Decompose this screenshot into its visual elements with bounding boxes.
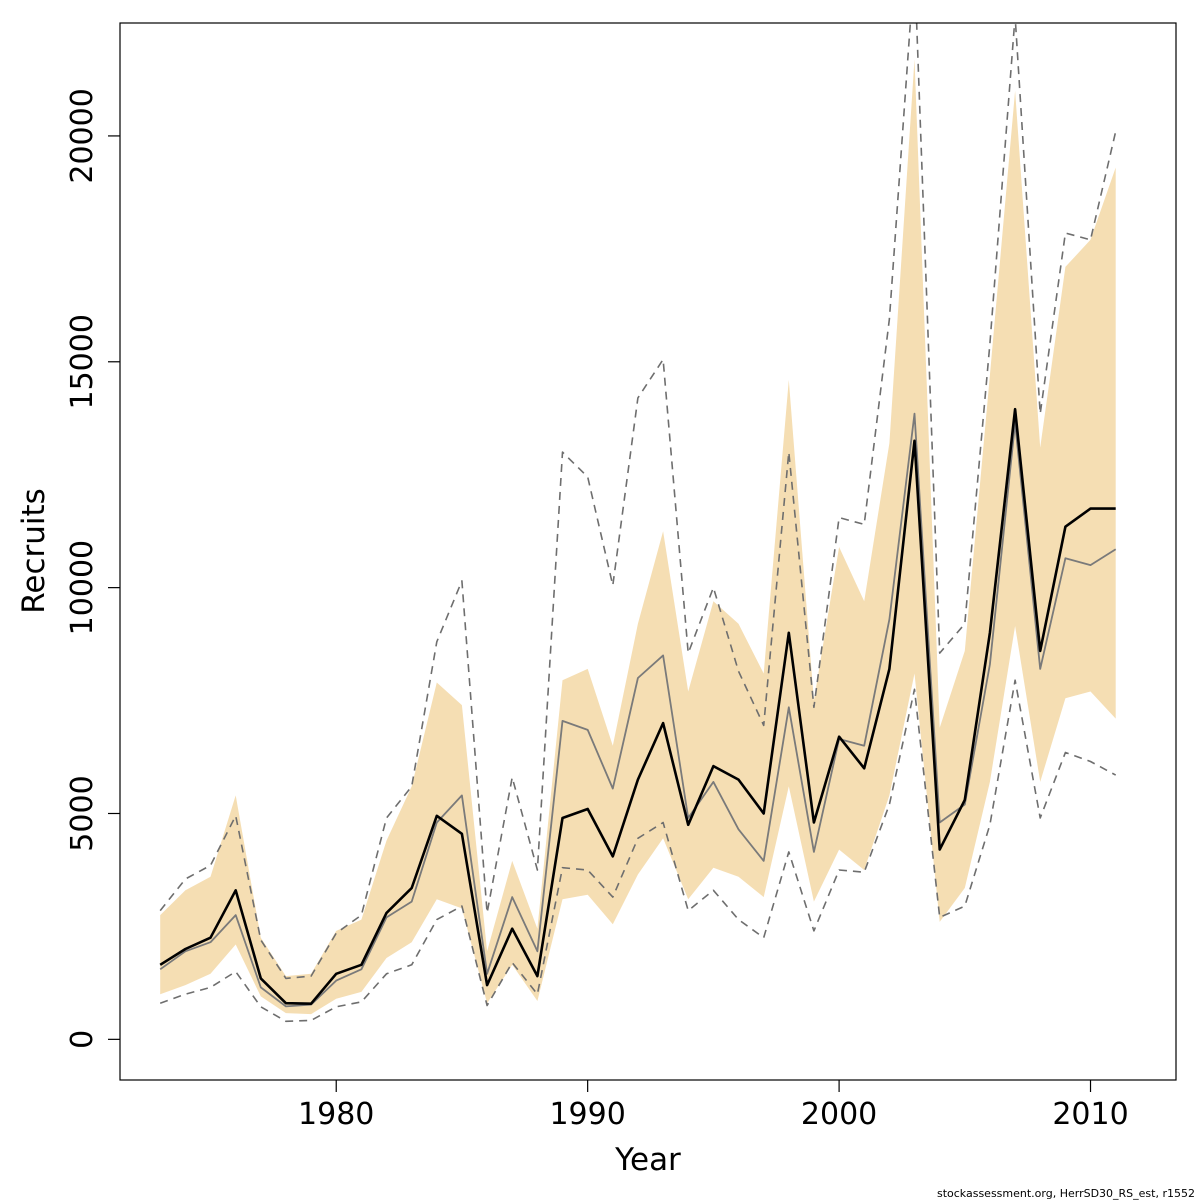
lower-bound-line: [159, 679, 1117, 1023]
footer-credit: stockassessment.org, HerrSD30_RS_est, r1…: [937, 1187, 1195, 1200]
upper-bound-line: [159, 23, 1117, 980]
y-tick-label: 10000: [65, 540, 100, 635]
y-axis-title: Recruits: [16, 488, 52, 614]
alternative-estimate-line: [159, 412, 1117, 1008]
plot-frame: [119, 22, 1177, 1081]
y-tick-label: 0: [65, 1030, 100, 1049]
plot-lines: [159, 23, 1117, 1023]
x-tick-label: 1980: [298, 1097, 374, 1132]
estimate-line: [159, 407, 1116, 1005]
confidence-band: [160, 59, 1116, 1015]
x-tick-label: 1990: [549, 1097, 625, 1132]
y-tick-label: 5000: [65, 775, 100, 851]
x-tick-label: 2010: [1052, 1097, 1128, 1132]
plot-band: [160, 59, 1116, 1015]
y-tick-label: 20000: [65, 88, 100, 183]
x-tick-label: 2000: [801, 1097, 877, 1132]
y-tick-label: 15000: [65, 314, 100, 409]
y-axis: 0 5000 10000 15000 20000: [65, 88, 120, 1049]
x-axis: 1980 1990 2000 2010: [298, 1080, 1129, 1132]
x-axis-title: Year: [614, 1142, 681, 1178]
